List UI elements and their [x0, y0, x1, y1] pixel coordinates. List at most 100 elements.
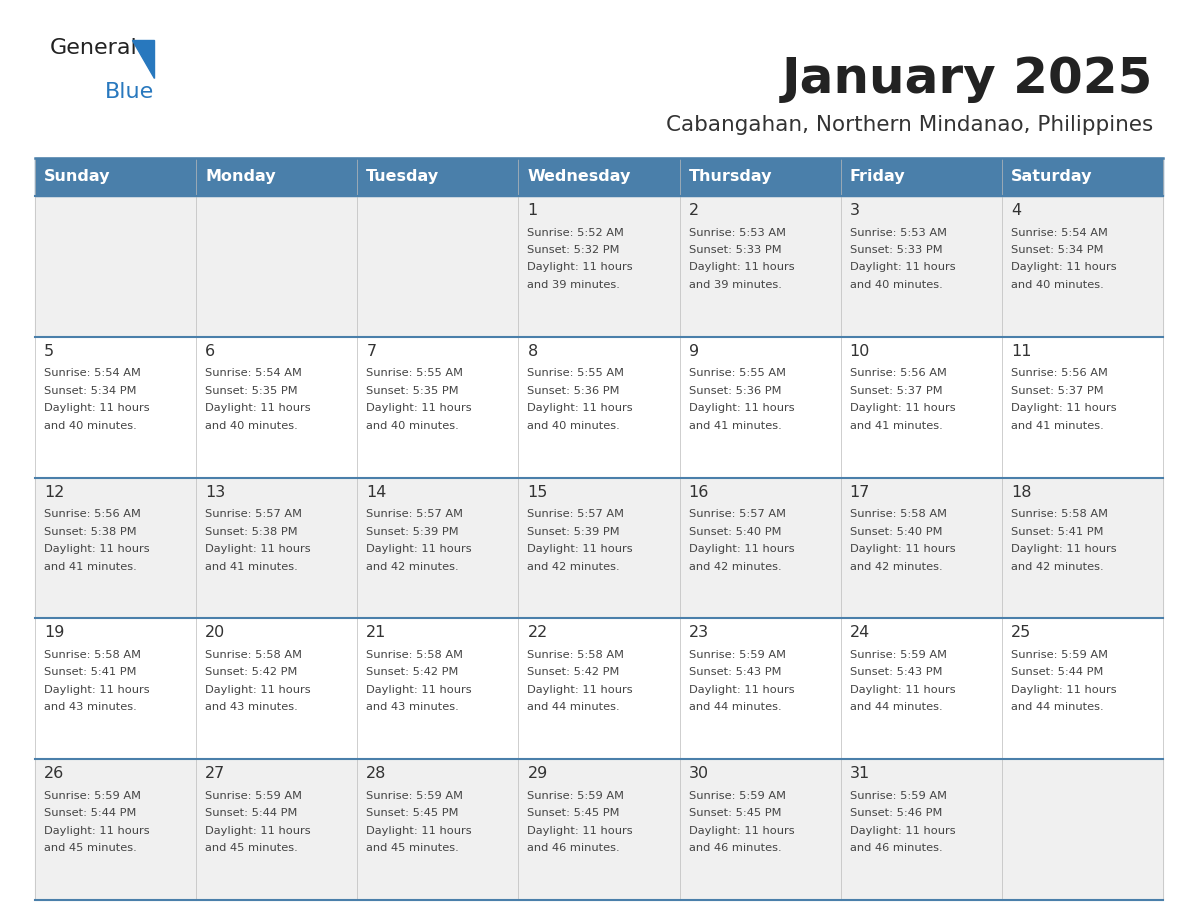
Text: Daylight: 11 hours: Daylight: 11 hours [206, 403, 311, 413]
Text: Monday: Monday [206, 170, 276, 185]
Text: Sunrise: 5:57 AM: Sunrise: 5:57 AM [206, 509, 302, 519]
Text: 6: 6 [206, 344, 215, 359]
Text: Sunrise: 5:56 AM: Sunrise: 5:56 AM [44, 509, 141, 519]
Text: and 40 minutes.: and 40 minutes. [44, 420, 137, 431]
Bar [680, 759, 841, 900]
Bar [196, 337, 358, 477]
Text: Daylight: 11 hours: Daylight: 11 hours [527, 403, 633, 413]
Bar [34, 196, 196, 337]
Text: and 45 minutes.: and 45 minutes. [366, 844, 459, 853]
Text: Sunrise: 5:58 AM: Sunrise: 5:58 AM [366, 650, 463, 660]
Text: Sunset: 5:39 PM: Sunset: 5:39 PM [527, 527, 620, 537]
Text: Sunset: 5:36 PM: Sunset: 5:36 PM [689, 386, 781, 396]
Text: Daylight: 11 hours: Daylight: 11 hours [366, 825, 472, 835]
Text: and 42 minutes.: and 42 minutes. [689, 562, 782, 572]
Text: Friday: Friday [849, 170, 905, 185]
Text: Sunrise: 5:58 AM: Sunrise: 5:58 AM [527, 650, 625, 660]
Text: Sunrise: 5:56 AM: Sunrise: 5:56 AM [849, 368, 947, 378]
Bar [841, 337, 1001, 477]
Bar [34, 477, 196, 619]
Text: Daylight: 11 hours: Daylight: 11 hours [849, 825, 955, 835]
Bar [680, 196, 841, 337]
Text: 12: 12 [44, 485, 64, 499]
Text: Sunset: 5:34 PM: Sunset: 5:34 PM [44, 386, 137, 396]
Text: Sunrise: 5:59 AM: Sunrise: 5:59 AM [849, 650, 947, 660]
Text: Daylight: 11 hours: Daylight: 11 hours [1011, 685, 1117, 695]
Text: Thursday: Thursday [689, 170, 772, 185]
Text: Daylight: 11 hours: Daylight: 11 hours [206, 825, 311, 835]
Text: 15: 15 [527, 485, 548, 499]
Text: Daylight: 11 hours: Daylight: 11 hours [206, 544, 311, 554]
Text: 19: 19 [44, 625, 64, 641]
Bar [518, 337, 680, 477]
Text: Sunrise: 5:55 AM: Sunrise: 5:55 AM [366, 368, 463, 378]
Text: Daylight: 11 hours: Daylight: 11 hours [366, 685, 472, 695]
Text: Daylight: 11 hours: Daylight: 11 hours [849, 544, 955, 554]
Text: Sunrise: 5:54 AM: Sunrise: 5:54 AM [1011, 228, 1107, 238]
Text: Sunrise: 5:59 AM: Sunrise: 5:59 AM [206, 790, 302, 800]
Text: and 41 minutes.: and 41 minutes. [849, 420, 942, 431]
Text: Sunrise: 5:58 AM: Sunrise: 5:58 AM [849, 509, 947, 519]
Bar [841, 759, 1001, 900]
Text: Daylight: 11 hours: Daylight: 11 hours [1011, 263, 1117, 273]
Bar [680, 158, 841, 196]
Text: 17: 17 [849, 485, 870, 499]
Text: and 40 minutes.: and 40 minutes. [849, 280, 942, 290]
Text: Daylight: 11 hours: Daylight: 11 hours [527, 685, 633, 695]
Text: Daylight: 11 hours: Daylight: 11 hours [689, 263, 795, 273]
Bar [34, 158, 196, 196]
Bar [196, 158, 358, 196]
Text: and 46 minutes.: and 46 minutes. [849, 844, 942, 853]
Bar [358, 759, 518, 900]
Bar [196, 477, 358, 619]
Bar [1001, 337, 1163, 477]
Text: Sunset: 5:43 PM: Sunset: 5:43 PM [689, 667, 781, 677]
Bar [358, 337, 518, 477]
Text: Daylight: 11 hours: Daylight: 11 hours [689, 403, 795, 413]
Text: and 40 minutes.: and 40 minutes. [206, 420, 298, 431]
Text: Sunset: 5:37 PM: Sunset: 5:37 PM [849, 386, 942, 396]
Text: 13: 13 [206, 485, 226, 499]
Bar [1001, 619, 1163, 759]
Text: Sunset: 5:41 PM: Sunset: 5:41 PM [1011, 527, 1104, 537]
Text: and 43 minutes.: and 43 minutes. [366, 702, 459, 712]
Text: Sunrise: 5:59 AM: Sunrise: 5:59 AM [689, 650, 785, 660]
Bar [358, 158, 518, 196]
Text: Sunrise: 5:58 AM: Sunrise: 5:58 AM [206, 650, 302, 660]
Text: Daylight: 11 hours: Daylight: 11 hours [849, 685, 955, 695]
Text: Sunrise: 5:54 AM: Sunrise: 5:54 AM [44, 368, 141, 378]
Text: 27: 27 [206, 767, 226, 781]
Text: 7: 7 [366, 344, 377, 359]
Text: and 41 minutes.: and 41 minutes. [206, 562, 298, 572]
Text: and 41 minutes.: and 41 minutes. [44, 562, 137, 572]
Text: Sunrise: 5:53 AM: Sunrise: 5:53 AM [849, 228, 947, 238]
Text: Sunrise: 5:59 AM: Sunrise: 5:59 AM [689, 790, 785, 800]
Text: Daylight: 11 hours: Daylight: 11 hours [366, 403, 472, 413]
Text: 29: 29 [527, 767, 548, 781]
Text: Sunset: 5:41 PM: Sunset: 5:41 PM [44, 667, 137, 677]
Text: and 45 minutes.: and 45 minutes. [44, 844, 137, 853]
Text: 18: 18 [1011, 485, 1031, 499]
Text: and 44 minutes.: and 44 minutes. [527, 702, 620, 712]
Bar [1001, 759, 1163, 900]
Text: Daylight: 11 hours: Daylight: 11 hours [689, 544, 795, 554]
Text: 1: 1 [527, 203, 538, 218]
Bar [34, 337, 196, 477]
Text: and 41 minutes.: and 41 minutes. [689, 420, 782, 431]
Text: Daylight: 11 hours: Daylight: 11 hours [44, 685, 150, 695]
Bar [1001, 477, 1163, 619]
Text: Sunday: Sunday [44, 170, 110, 185]
Text: and 40 minutes.: and 40 minutes. [366, 420, 459, 431]
Text: 25: 25 [1011, 625, 1031, 641]
Text: 11: 11 [1011, 344, 1031, 359]
Bar [680, 477, 841, 619]
Text: Daylight: 11 hours: Daylight: 11 hours [527, 544, 633, 554]
Bar [680, 337, 841, 477]
Text: Sunrise: 5:54 AM: Sunrise: 5:54 AM [206, 368, 302, 378]
Text: Sunset: 5:42 PM: Sunset: 5:42 PM [206, 667, 297, 677]
Text: Sunset: 5:44 PM: Sunset: 5:44 PM [206, 808, 297, 818]
Text: Sunset: 5:44 PM: Sunset: 5:44 PM [44, 808, 137, 818]
Bar [841, 196, 1001, 337]
Bar [680, 619, 841, 759]
Text: Sunset: 5:33 PM: Sunset: 5:33 PM [849, 245, 942, 255]
